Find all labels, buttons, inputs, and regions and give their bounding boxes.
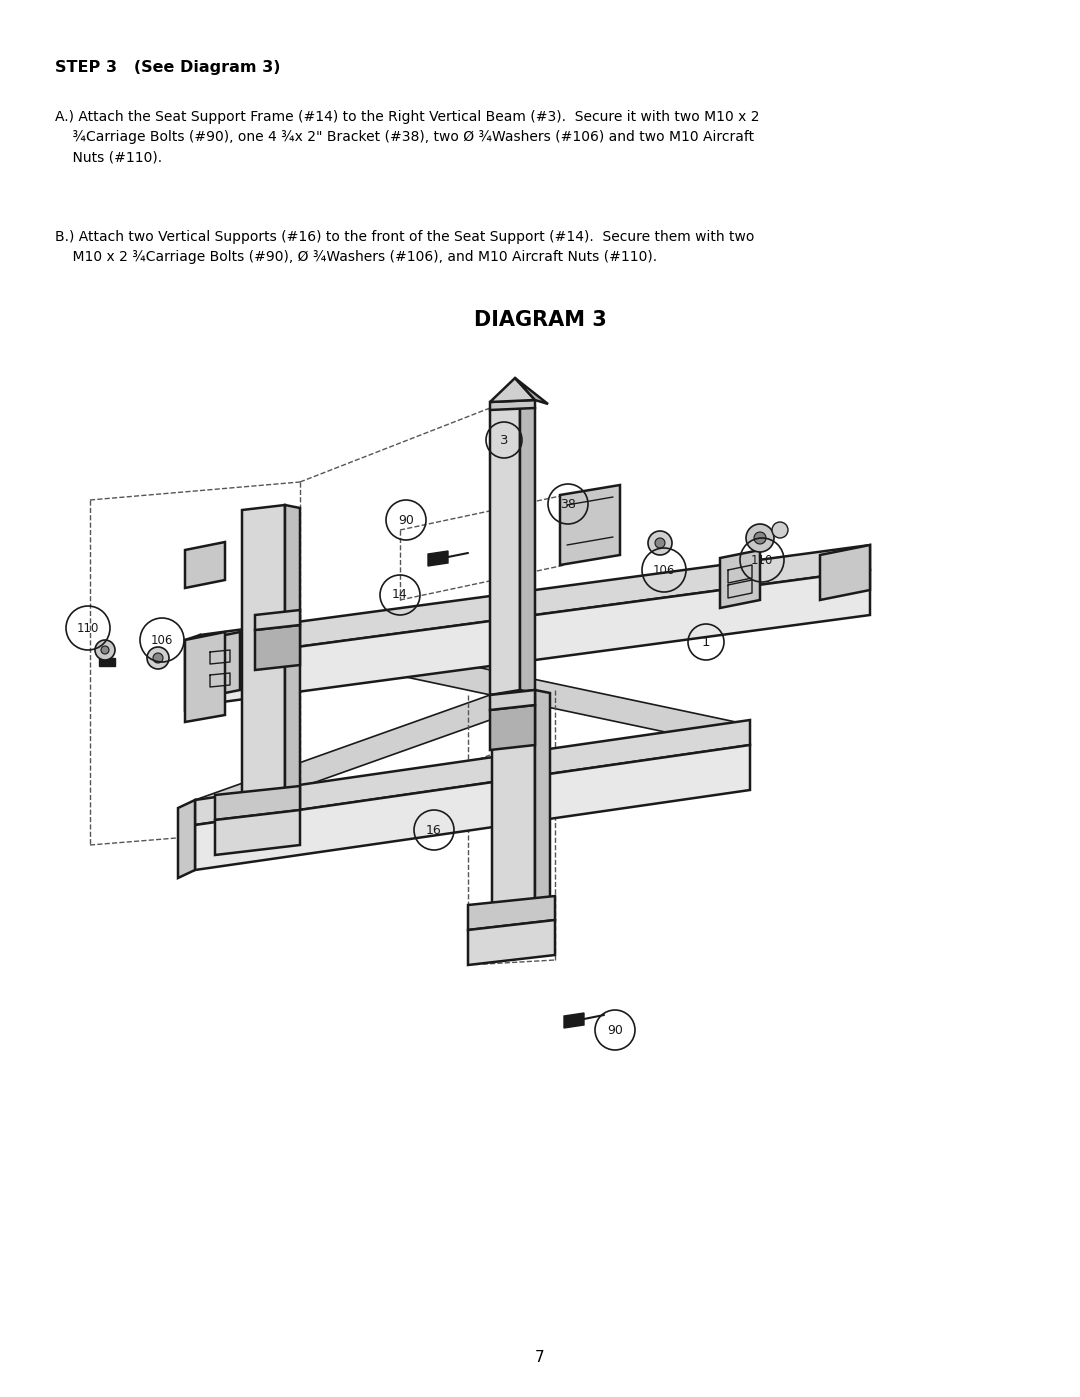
Polygon shape [564, 1013, 584, 1028]
Polygon shape [200, 631, 240, 698]
Circle shape [654, 538, 665, 548]
Polygon shape [178, 800, 195, 877]
Polygon shape [215, 787, 300, 820]
Polygon shape [535, 690, 550, 918]
Polygon shape [468, 895, 555, 930]
Polygon shape [561, 485, 620, 564]
Text: B.) Attach two Vertical Supports (#16) to the front of the Seat Support (#14).  : B.) Attach two Vertical Supports (#16) t… [55, 231, 754, 264]
Polygon shape [242, 504, 285, 810]
Polygon shape [720, 550, 760, 608]
Polygon shape [185, 542, 225, 588]
Text: A.) Attach the Seat Support Frame (#14) to the Right Vertical Beam (#3).  Secure: A.) Attach the Seat Support Frame (#14) … [55, 110, 759, 163]
Polygon shape [99, 658, 114, 666]
Circle shape [147, 647, 168, 669]
Text: 14: 14 [392, 588, 408, 602]
Polygon shape [195, 694, 490, 826]
Polygon shape [490, 705, 535, 750]
Text: 90: 90 [607, 1024, 623, 1037]
Circle shape [95, 640, 114, 659]
Text: 110: 110 [77, 622, 99, 634]
Polygon shape [468, 921, 555, 965]
Polygon shape [515, 379, 548, 404]
Polygon shape [185, 631, 225, 722]
Text: 1: 1 [702, 636, 711, 648]
Polygon shape [519, 404, 535, 693]
Text: 7: 7 [536, 1350, 544, 1365]
Circle shape [746, 524, 774, 552]
Polygon shape [255, 620, 750, 750]
Text: STEP 3   (See Diagram 3): STEP 3 (See Diagram 3) [55, 60, 281, 75]
Polygon shape [428, 550, 448, 566]
Polygon shape [255, 610, 300, 630]
Text: DIAGRAM 3: DIAGRAM 3 [474, 310, 606, 330]
Circle shape [754, 532, 766, 543]
Polygon shape [490, 690, 535, 710]
Polygon shape [255, 624, 300, 671]
Text: 90: 90 [399, 514, 414, 527]
Polygon shape [490, 379, 535, 402]
Polygon shape [215, 810, 300, 855]
Text: 106: 106 [151, 633, 173, 647]
Polygon shape [195, 719, 750, 826]
Polygon shape [820, 545, 870, 599]
Polygon shape [185, 636, 200, 710]
Text: 106: 106 [652, 563, 675, 577]
Polygon shape [200, 570, 870, 705]
Polygon shape [490, 404, 519, 694]
Text: 16: 16 [427, 823, 442, 837]
Circle shape [772, 522, 788, 538]
Circle shape [648, 531, 672, 555]
Text: 110: 110 [751, 553, 773, 567]
Polygon shape [490, 400, 535, 409]
Polygon shape [285, 504, 300, 807]
Text: 3: 3 [500, 433, 509, 447]
Text: 38: 38 [561, 497, 576, 510]
Polygon shape [195, 745, 750, 870]
Polygon shape [492, 690, 535, 921]
Circle shape [153, 652, 163, 664]
Polygon shape [200, 545, 870, 659]
Circle shape [102, 645, 109, 654]
